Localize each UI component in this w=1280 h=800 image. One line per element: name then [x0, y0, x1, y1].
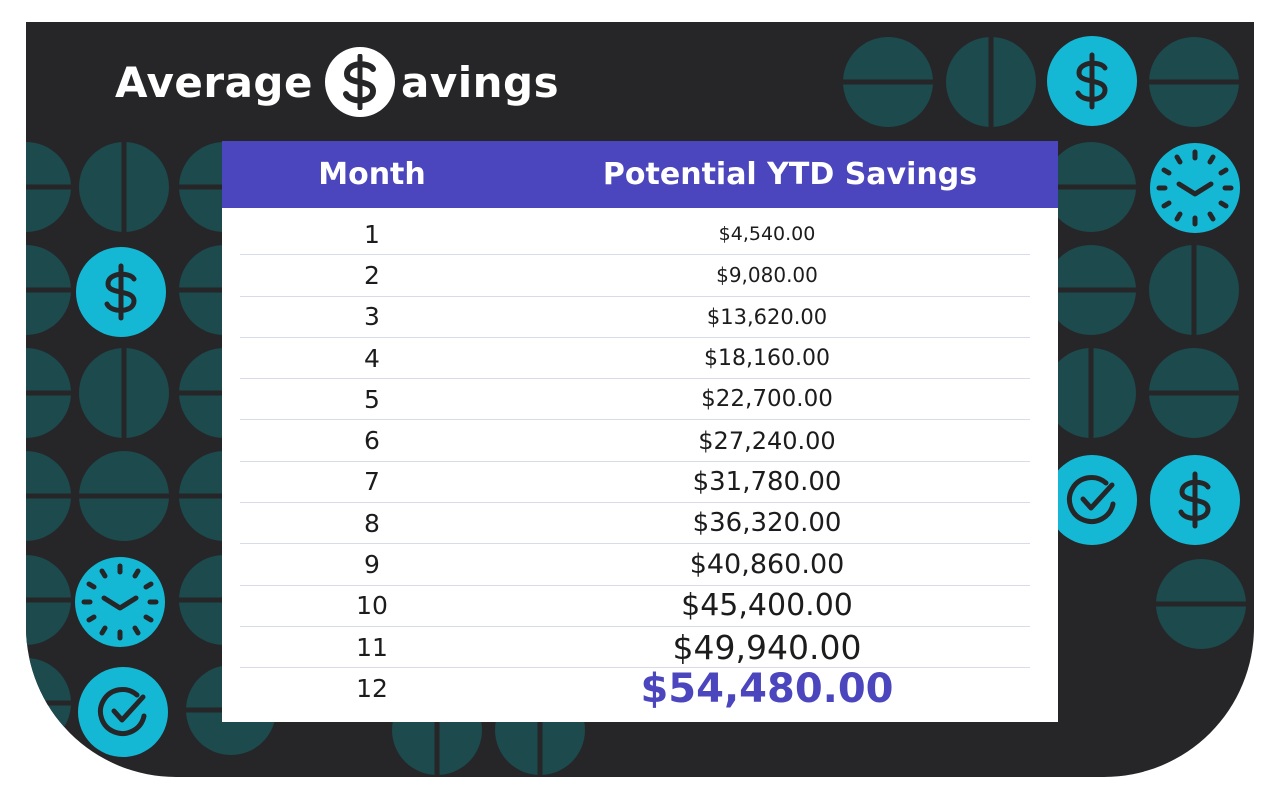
month-cell: 4: [364, 343, 380, 373]
check-circle-icon: [78, 667, 168, 757]
savings-cell: $31,780.00: [692, 466, 842, 497]
table-row: 2 $9,080.00: [240, 255, 1030, 297]
table-row: 4 $18,160.00: [240, 338, 1030, 380]
check-circle-icon: [1047, 455, 1137, 545]
decorative-circle: [79, 142, 169, 232]
table-header: Month Potential YTD Savings: [222, 141, 1058, 208]
savings-cell: $18,160.00: [704, 345, 830, 371]
month-cell: 2: [364, 260, 380, 290]
clock-icon: [1150, 143, 1240, 233]
page-title: Average avings: [115, 47, 560, 117]
decorative-circle: [1046, 142, 1136, 232]
decorative-circle: [26, 348, 71, 438]
month-cell: 7: [364, 467, 380, 497]
dollar-icon: [76, 247, 166, 337]
decorative-circle: [843, 37, 933, 127]
savings-cell: $27,240.00: [698, 426, 836, 455]
decorative-circle: [1156, 559, 1246, 649]
month-cell: 3: [364, 302, 380, 332]
decorative-circle: [946, 37, 1036, 127]
clock-icon: [75, 557, 165, 647]
table-row: 3 $13,620.00: [240, 297, 1030, 338]
table-row: 6 $27,240.00: [240, 420, 1030, 462]
table-row: 5 $22,700.00: [240, 379, 1030, 421]
table-row: 9 $40,860.00: [240, 544, 1030, 586]
month-cell: 12: [356, 674, 388, 704]
column-header-month: Month: [318, 157, 426, 192]
savings-cell: $4,540.00: [718, 223, 816, 246]
savings-cell: $54,480.00: [640, 665, 894, 712]
savings-cell: $40,860.00: [689, 549, 845, 581]
decorative-circle: [1149, 37, 1239, 127]
dollar-icon: [1150, 455, 1240, 545]
decorative-circle: [79, 348, 169, 438]
savings-cell: $36,320.00: [692, 508, 842, 539]
table-row: 11 $49,940.00: [240, 627, 1030, 669]
decorative-circle: [26, 245, 71, 335]
month-cell: 8: [364, 508, 380, 538]
month-cell: 6: [364, 426, 380, 456]
savings-table: Month Potential YTD Savings 1 $4,540.00 2 $…: [222, 141, 1058, 722]
savings-cell: $45,400.00: [681, 588, 853, 624]
table-row: 12 $54,480.00: [240, 665, 1030, 712]
background-card: Average avings Month Potential YTD Savin…: [26, 22, 1254, 777]
table-body: 1 $4,540.00 2 $9,080.00 3 $13,620.00 4 $18,160.…: [222, 208, 1058, 712]
savings-cell: $49,940.00: [672, 627, 862, 667]
table-row: 10 $45,400.00: [240, 586, 1030, 627]
decorative-circle: [1046, 245, 1136, 335]
decorative-circle: [26, 555, 71, 645]
savings-cell: $22,700.00: [701, 386, 833, 413]
title-left-text: Average: [115, 57, 313, 107]
savings-cell: $13,620.00: [706, 304, 828, 329]
decorative-circle: [26, 658, 71, 748]
month-cell: 1: [364, 219, 380, 249]
decorative-circle: [1149, 348, 1239, 438]
month-cell: 9: [364, 550, 380, 580]
table-row: 7 $31,780.00: [240, 462, 1030, 504]
decorative-circle: [26, 142, 71, 232]
title-right-text: avings: [400, 57, 560, 107]
decorative-circle: [79, 451, 169, 541]
month-cell: 11: [356, 632, 388, 662]
table-row: 8 $36,320.00: [240, 503, 1030, 545]
decorative-circle: [1046, 348, 1136, 438]
dollar-icon: [324, 47, 395, 117]
decorative-circle: [1149, 245, 1239, 335]
month-cell: 5: [364, 384, 380, 414]
dollar-icon: [1047, 36, 1137, 126]
column-header-savings: Potential YTD Savings: [602, 157, 978, 192]
table-row: 1 $4,540.00: [240, 214, 1030, 256]
month-cell: 10: [356, 591, 388, 621]
savings-cell: $9,080.00: [716, 263, 818, 288]
decorative-circle: [26, 451, 71, 541]
